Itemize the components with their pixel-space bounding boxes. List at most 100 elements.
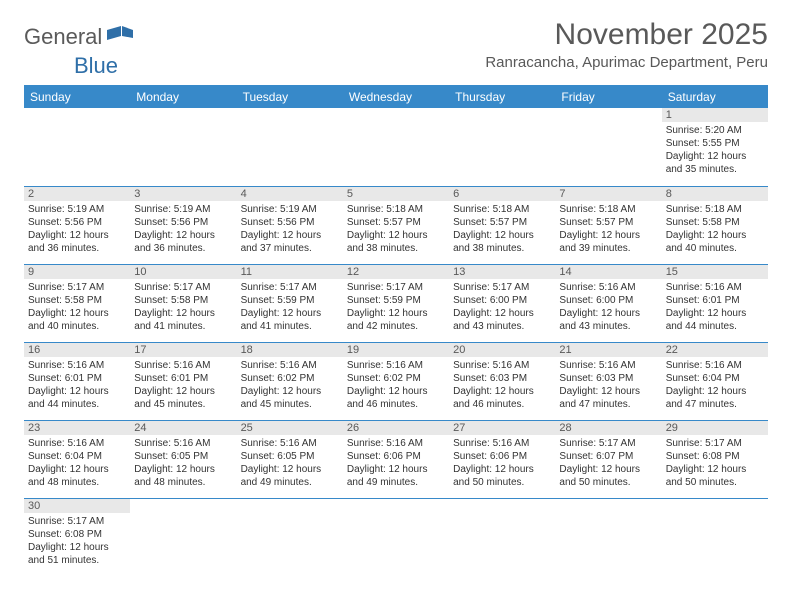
daylight-line: Daylight: 12 hours and 46 minutes. bbox=[453, 385, 551, 411]
daylight-line: Daylight: 12 hours and 41 minutes. bbox=[241, 307, 339, 333]
calendar-cell: 20Sunrise: 5:16 AMSunset: 6:03 PMDayligh… bbox=[449, 342, 555, 420]
sunrise-line: Sunrise: 5:16 AM bbox=[453, 437, 551, 450]
day-content: Sunrise: 5:18 AMSunset: 5:57 PMDaylight:… bbox=[555, 201, 661, 257]
sunset-line: Sunset: 5:56 PM bbox=[241, 216, 339, 229]
calendar-cell: 22Sunrise: 5:16 AMSunset: 6:04 PMDayligh… bbox=[662, 342, 768, 420]
day-content: Sunrise: 5:16 AMSunset: 6:06 PMDaylight:… bbox=[449, 435, 555, 491]
sunrise-line: Sunrise: 5:16 AM bbox=[28, 437, 126, 450]
sunset-line: Sunset: 6:06 PM bbox=[453, 450, 551, 463]
day-number: 11 bbox=[237, 265, 343, 279]
calendar-cell: 4Sunrise: 5:19 AMSunset: 5:56 PMDaylight… bbox=[237, 186, 343, 264]
logo-blue: Blue bbox=[74, 53, 118, 78]
daylight-line: Daylight: 12 hours and 50 minutes. bbox=[453, 463, 551, 489]
sunset-line: Sunset: 5:58 PM bbox=[28, 294, 126, 307]
calendar-cell: 5Sunrise: 5:18 AMSunset: 5:57 PMDaylight… bbox=[343, 186, 449, 264]
calendar-cell: 26Sunrise: 5:16 AMSunset: 6:06 PMDayligh… bbox=[343, 420, 449, 498]
daylight-line: Daylight: 12 hours and 38 minutes. bbox=[347, 229, 445, 255]
day-content: Sunrise: 5:16 AMSunset: 6:02 PMDaylight:… bbox=[343, 357, 449, 413]
sunset-line: Sunset: 6:00 PM bbox=[453, 294, 551, 307]
sunset-line: Sunset: 6:05 PM bbox=[241, 450, 339, 463]
day-content: Sunrise: 5:17 AMSunset: 5:58 PMDaylight:… bbox=[130, 279, 236, 335]
calendar-cell: 21Sunrise: 5:16 AMSunset: 6:03 PMDayligh… bbox=[555, 342, 661, 420]
daylight-line: Daylight: 12 hours and 47 minutes. bbox=[559, 385, 657, 411]
calendar-table: SundayMondayTuesdayWednesdayThursdayFrid… bbox=[24, 85, 768, 576]
calendar-cell bbox=[237, 108, 343, 186]
calendar-cell: 1Sunrise: 5:20 AMSunset: 5:55 PMDaylight… bbox=[662, 108, 768, 186]
day-number: 23 bbox=[24, 421, 130, 435]
weekday-header: Monday bbox=[130, 86, 236, 109]
day-number: 19 bbox=[343, 343, 449, 357]
sunrise-line: Sunrise: 5:16 AM bbox=[559, 359, 657, 372]
sunset-line: Sunset: 6:02 PM bbox=[241, 372, 339, 385]
daylight-line: Daylight: 12 hours and 40 minutes. bbox=[666, 229, 764, 255]
day-content: Sunrise: 5:17 AMSunset: 5:59 PMDaylight:… bbox=[237, 279, 343, 335]
calendar-row: 23Sunrise: 5:16 AMSunset: 6:04 PMDayligh… bbox=[24, 420, 768, 498]
calendar-cell: 9Sunrise: 5:17 AMSunset: 5:58 PMDaylight… bbox=[24, 264, 130, 342]
calendar-cell: 10Sunrise: 5:17 AMSunset: 5:58 PMDayligh… bbox=[130, 264, 236, 342]
calendar-cell bbox=[449, 498, 555, 576]
day-number: 20 bbox=[449, 343, 555, 357]
day-content: Sunrise: 5:17 AMSunset: 6:08 PMDaylight:… bbox=[662, 435, 768, 491]
sunset-line: Sunset: 6:04 PM bbox=[28, 450, 126, 463]
sunset-line: Sunset: 6:03 PM bbox=[453, 372, 551, 385]
sunrise-line: Sunrise: 5:17 AM bbox=[28, 515, 126, 528]
sunset-line: Sunset: 5:57 PM bbox=[347, 216, 445, 229]
day-content: Sunrise: 5:16 AMSunset: 6:04 PMDaylight:… bbox=[24, 435, 130, 491]
sunset-line: Sunset: 6:04 PM bbox=[666, 372, 764, 385]
day-number: 12 bbox=[343, 265, 449, 279]
calendar-row: 30Sunrise: 5:17 AMSunset: 6:08 PMDayligh… bbox=[24, 498, 768, 576]
day-number: 6 bbox=[449, 187, 555, 201]
day-number: 10 bbox=[130, 265, 236, 279]
sunset-line: Sunset: 6:05 PM bbox=[134, 450, 232, 463]
weekday-header: Saturday bbox=[662, 86, 768, 109]
calendar-row: 16Sunrise: 5:16 AMSunset: 6:01 PMDayligh… bbox=[24, 342, 768, 420]
sunrise-line: Sunrise: 5:16 AM bbox=[666, 359, 764, 372]
sunrise-line: Sunrise: 5:19 AM bbox=[134, 203, 232, 216]
sunrise-line: Sunrise: 5:20 AM bbox=[666, 124, 764, 137]
day-content: Sunrise: 5:17 AMSunset: 6:07 PMDaylight:… bbox=[555, 435, 661, 491]
day-content: Sunrise: 5:16 AMSunset: 6:03 PMDaylight:… bbox=[449, 357, 555, 413]
calendar-cell: 24Sunrise: 5:16 AMSunset: 6:05 PMDayligh… bbox=[130, 420, 236, 498]
sunset-line: Sunset: 5:57 PM bbox=[453, 216, 551, 229]
day-content: Sunrise: 5:16 AMSunset: 6:03 PMDaylight:… bbox=[555, 357, 661, 413]
day-number: 15 bbox=[662, 265, 768, 279]
day-content: Sunrise: 5:16 AMSunset: 6:02 PMDaylight:… bbox=[237, 357, 343, 413]
flag-icon bbox=[107, 26, 133, 49]
sunrise-line: Sunrise: 5:18 AM bbox=[559, 203, 657, 216]
daylight-line: Daylight: 12 hours and 45 minutes. bbox=[134, 385, 232, 411]
daylight-line: Daylight: 12 hours and 39 minutes. bbox=[559, 229, 657, 255]
calendar-cell: 11Sunrise: 5:17 AMSunset: 5:59 PMDayligh… bbox=[237, 264, 343, 342]
day-content: Sunrise: 5:20 AMSunset: 5:55 PMDaylight:… bbox=[662, 122, 768, 178]
sunrise-line: Sunrise: 5:16 AM bbox=[453, 359, 551, 372]
daylight-line: Daylight: 12 hours and 35 minutes. bbox=[666, 150, 764, 176]
day-number: 1 bbox=[662, 108, 768, 122]
sunrise-line: Sunrise: 5:17 AM bbox=[347, 281, 445, 294]
sunrise-line: Sunrise: 5:16 AM bbox=[134, 437, 232, 450]
sunset-line: Sunset: 6:01 PM bbox=[134, 372, 232, 385]
calendar-cell: 19Sunrise: 5:16 AMSunset: 6:02 PMDayligh… bbox=[343, 342, 449, 420]
sunset-line: Sunset: 6:08 PM bbox=[666, 450, 764, 463]
sunset-line: Sunset: 6:07 PM bbox=[559, 450, 657, 463]
day-number: 27 bbox=[449, 421, 555, 435]
calendar-cell bbox=[343, 498, 449, 576]
daylight-line: Daylight: 12 hours and 42 minutes. bbox=[347, 307, 445, 333]
calendar-cell bbox=[555, 108, 661, 186]
day-content: Sunrise: 5:17 AMSunset: 5:58 PMDaylight:… bbox=[24, 279, 130, 335]
day-number: 25 bbox=[237, 421, 343, 435]
sunrise-line: Sunrise: 5:19 AM bbox=[241, 203, 339, 216]
sunrise-line: Sunrise: 5:17 AM bbox=[134, 281, 232, 294]
sunrise-line: Sunrise: 5:19 AM bbox=[28, 203, 126, 216]
daylight-line: Daylight: 12 hours and 43 minutes. bbox=[559, 307, 657, 333]
sunset-line: Sunset: 5:58 PM bbox=[134, 294, 232, 307]
calendar-cell: 12Sunrise: 5:17 AMSunset: 5:59 PMDayligh… bbox=[343, 264, 449, 342]
day-number: 8 bbox=[662, 187, 768, 201]
day-content: Sunrise: 5:16 AMSunset: 6:05 PMDaylight:… bbox=[237, 435, 343, 491]
sunrise-line: Sunrise: 5:17 AM bbox=[453, 281, 551, 294]
day-content: Sunrise: 5:18 AMSunset: 5:57 PMDaylight:… bbox=[343, 201, 449, 257]
day-content: Sunrise: 5:16 AMSunset: 6:06 PMDaylight:… bbox=[343, 435, 449, 491]
daylight-line: Daylight: 12 hours and 40 minutes. bbox=[28, 307, 126, 333]
daylight-line: Daylight: 12 hours and 46 minutes. bbox=[347, 385, 445, 411]
sunrise-line: Sunrise: 5:16 AM bbox=[241, 437, 339, 450]
daylight-line: Daylight: 12 hours and 50 minutes. bbox=[559, 463, 657, 489]
calendar-cell: 30Sunrise: 5:17 AMSunset: 6:08 PMDayligh… bbox=[24, 498, 130, 576]
